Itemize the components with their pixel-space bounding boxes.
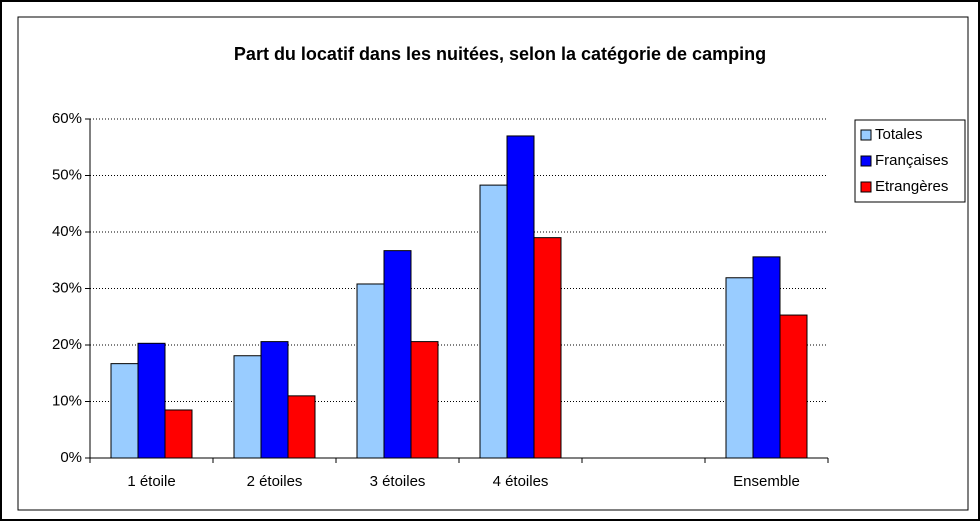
bar	[779, 314, 808, 459]
bar	[110, 363, 139, 459]
y-tick-label: 10%	[52, 392, 82, 409]
y-tick-label: 60%	[52, 110, 82, 127]
legend-swatch	[860, 129, 872, 141]
x-tick-label: Ensemble	[733, 473, 800, 490]
bar	[410, 341, 439, 459]
bar	[752, 256, 781, 459]
bar	[533, 237, 562, 459]
y-tick-label: 0%	[60, 449, 82, 466]
bar	[383, 250, 412, 459]
y-tick-label: 50%	[52, 166, 82, 183]
bar	[506, 135, 535, 459]
bar	[356, 283, 385, 459]
x-tick-label: 2 étoiles	[247, 473, 303, 490]
legend-label: Totales	[875, 126, 923, 143]
legend-box	[854, 119, 966, 203]
bar	[260, 341, 289, 459]
x-tick-label: 1 étoile	[127, 473, 175, 490]
legend-label: Françaises	[875, 152, 948, 169]
legend-swatch	[860, 181, 872, 193]
bar	[479, 184, 508, 459]
y-tick-label: 30%	[52, 279, 82, 296]
bar	[725, 277, 754, 459]
x-tick-label: 3 étoiles	[370, 473, 426, 490]
bar	[233, 355, 262, 459]
legend-swatch	[860, 155, 872, 167]
bar	[137, 342, 166, 459]
y-tick-label: 20%	[52, 336, 82, 353]
chart-title: Part du locatif dans les nuitées, selon …	[234, 44, 766, 64]
legend-label: Etrangères	[875, 178, 948, 195]
x-tick-label: 4 étoiles	[493, 473, 549, 490]
y-tick-label: 40%	[52, 223, 82, 240]
bar	[164, 409, 193, 459]
bar	[287, 395, 316, 459]
